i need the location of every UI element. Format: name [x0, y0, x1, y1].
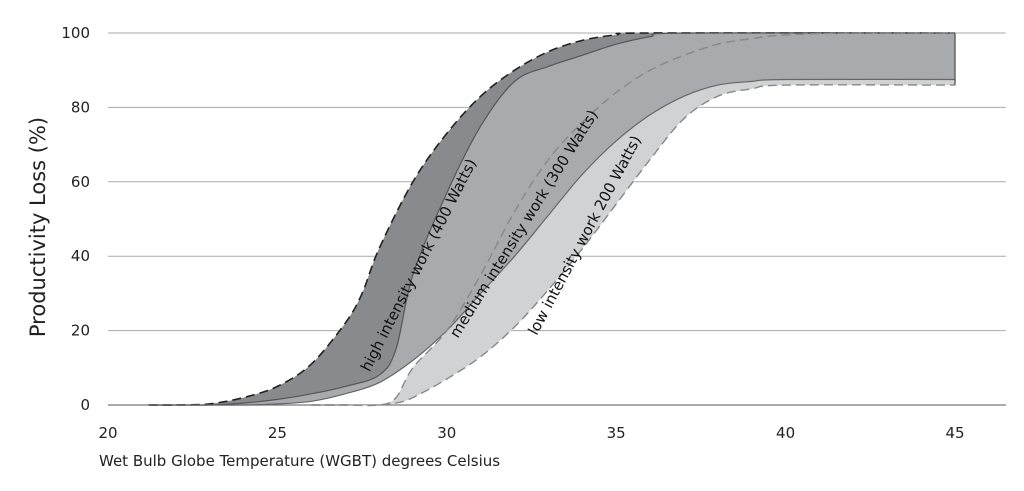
y-tick-40: 40	[71, 247, 90, 265]
bands	[148, 32, 956, 406]
low-upper-line	[311, 32, 956, 407]
x-tick-30: 30	[437, 424, 456, 442]
y-tick-100: 100	[61, 24, 90, 42]
y-axis-ticks: 0 20 40 60 80 100	[61, 24, 90, 414]
x-tick-45: 45	[945, 424, 964, 442]
low-lower-line	[311, 84, 956, 406]
x-tick-25: 25	[268, 424, 287, 442]
y-tick-80: 80	[71, 98, 90, 116]
high-lower-line	[148, 32, 956, 406]
low-intensity-band	[311, 32, 955, 406]
x-axis-ticks: 20 25 30 35 40 45	[98, 424, 964, 442]
x-tick-40: 40	[776, 424, 795, 442]
x-tick-20: 20	[98, 424, 117, 442]
y-tick-0: 0	[80, 396, 90, 414]
band-outlines	[148, 32, 956, 407]
y-axis-title: Productivity Loss (%)	[26, 117, 50, 337]
medium-lower-line	[175, 78, 956, 406]
y-tick-60: 60	[71, 173, 90, 191]
y-tick-20: 20	[71, 322, 90, 340]
high-upper-line	[148, 32, 956, 406]
x-axis-title: Wet Bulb Globe Temperature (WGBT) degree…	[99, 452, 500, 470]
medium-intensity-band	[175, 32, 956, 406]
x-tick-35: 35	[607, 424, 626, 442]
